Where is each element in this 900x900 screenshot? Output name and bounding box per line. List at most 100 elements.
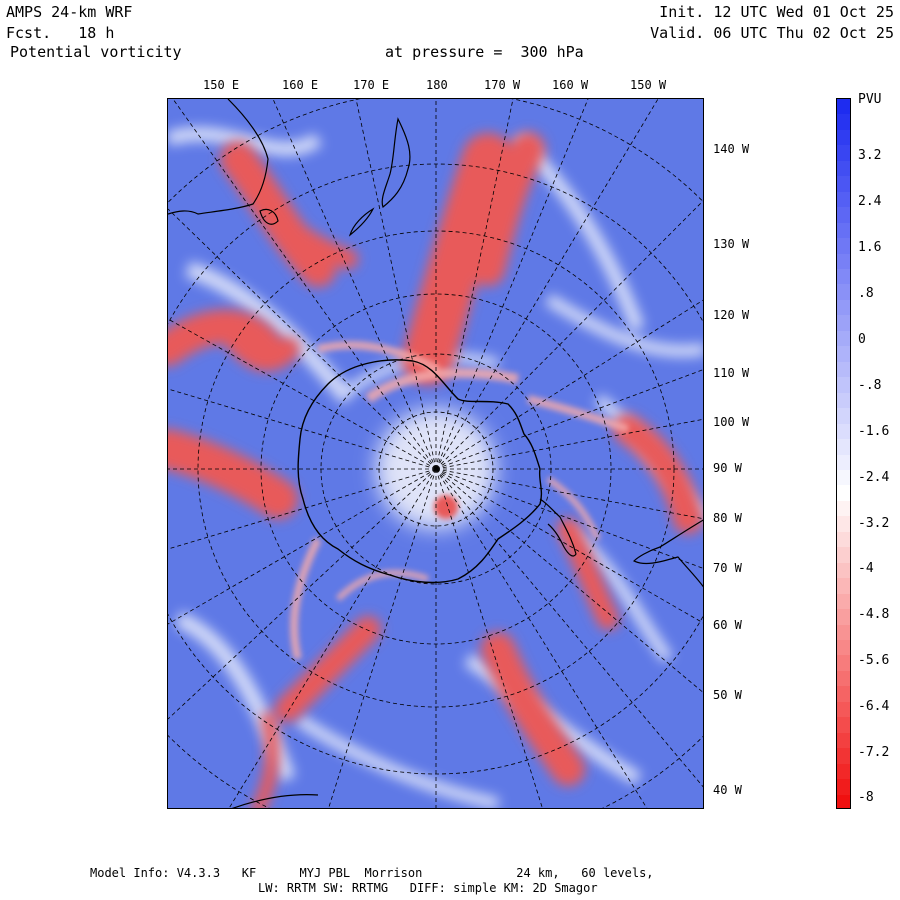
colorbar-segment — [837, 547, 850, 564]
pv-colorbar — [836, 98, 851, 809]
colorbar-segment — [837, 439, 850, 455]
lon-label-right: 100 W — [713, 415, 750, 429]
colorbar-label: -1.6 — [858, 424, 890, 439]
colorbar-segment — [837, 454, 850, 471]
colorbar-label: 2.4 — [858, 194, 882, 209]
valid-time: Valid. 06 UTC Thu 02 Oct 25 — [650, 24, 894, 42]
lon-label-top: 160 W — [552, 78, 589, 92]
lon-label-top: 160 E — [282, 78, 319, 92]
colorbar-unit: PVU — [858, 92, 882, 107]
lon-label-right: 110 W — [713, 366, 750, 380]
colorbar-segment — [837, 176, 850, 193]
colorbar-segment — [837, 593, 850, 610]
colorbar-segment — [837, 794, 850, 808]
pv-vortex-core — [434, 495, 458, 519]
south-america-coastline — [632, 519, 703, 588]
colorbar-label: 1.6 — [858, 240, 882, 255]
colorbar-segment — [837, 655, 850, 672]
antarctic-peninsula — [539, 498, 577, 557]
colorbar-segment — [837, 779, 850, 796]
lon-label-top: 180 — [426, 78, 448, 92]
colorbar-label: 3.2 — [858, 148, 882, 163]
pv-map-canvas — [168, 99, 703, 808]
lon-label-right: 70 W — [713, 561, 742, 575]
colorbar-label: -.8 — [858, 378, 882, 393]
colorbar-segment — [837, 469, 850, 486]
lon-label-right: 130 W — [713, 237, 750, 251]
colorbar-segment — [837, 346, 850, 363]
colorbar-label: -2.4 — [858, 470, 890, 485]
colorbar-segment — [837, 748, 850, 765]
lon-label-right: 90 W — [713, 461, 742, 475]
colorbar-segment — [837, 609, 850, 626]
colorbar-segment — [837, 717, 850, 734]
colorbar-segment — [837, 207, 850, 224]
colorbar-segment — [837, 238, 850, 255]
lon-label-right: 60 W — [713, 618, 742, 632]
colorbar-label: -5.6 — [858, 653, 890, 668]
africa-coastline — [231, 794, 319, 808]
colorbar-segment — [837, 408, 850, 425]
colorbar-segment — [837, 639, 850, 656]
new-zealand-south — [348, 207, 375, 237]
colorbar-segment — [837, 763, 850, 780]
lon-label-top: 170 W — [484, 78, 521, 92]
colorbar-segment — [837, 686, 850, 703]
colorbar-segment — [837, 160, 850, 177]
colorbar-segment — [837, 531, 850, 548]
init-time: Init. 12 UTC Wed 01 Oct 25 — [659, 3, 894, 21]
colorbar-label: -6.4 — [858, 699, 890, 714]
field-name: Potential vorticity — [10, 43, 182, 61]
colorbar-segment — [837, 361, 850, 378]
colorbar-segment — [837, 145, 850, 162]
colorbar-segment — [837, 299, 850, 316]
colorbar-segment — [837, 485, 850, 502]
colorbar-segment — [837, 284, 850, 301]
lon-label-right: 40 W — [713, 783, 742, 797]
pv-red-bands — [168, 132, 703, 808]
colorbar-segment — [837, 624, 850, 641]
colorbar-segment — [837, 315, 850, 332]
colorbar-segment — [837, 732, 850, 749]
lon-label-right: 120 W — [713, 308, 750, 322]
pressure-level: at pressure = 300 hPa — [385, 43, 584, 61]
lon-label-top: 150 E — [203, 78, 240, 92]
colorbar-segment — [837, 114, 850, 131]
model-info: Model Info: V4.3.3 KF MYJ PBL Morrison 2… — [90, 866, 654, 880]
colorbar-segment — [837, 222, 850, 239]
colorbar-label: -4 — [858, 561, 874, 576]
colorbar-segment — [837, 423, 850, 440]
colorbar-label: 0 — [858, 332, 866, 347]
antarctica-coastline — [297, 359, 543, 584]
colorbar-label: -3.2 — [858, 516, 890, 531]
forecast-hour: Fcst. 18 h — [6, 24, 115, 42]
colorbar-segment — [837, 129, 850, 146]
tasmania — [259, 208, 279, 225]
lon-label-top: 150 W — [630, 78, 667, 92]
colorbar-segment — [837, 500, 850, 517]
lon-label-top: 170 E — [353, 78, 390, 92]
colorbar-segment — [837, 701, 850, 718]
colorbar-segment — [837, 253, 850, 270]
model-title: AMPS 24-km WRF — [6, 3, 133, 21]
colorbar-segment — [837, 516, 850, 533]
colorbar-segment — [837, 269, 850, 285]
colorbar-label: .8 — [858, 286, 874, 301]
colorbar-segment — [837, 562, 850, 579]
colorbar-segment — [837, 392, 850, 409]
lon-label-right: 50 W — [713, 688, 742, 702]
lon-label-right: 140 W — [713, 142, 750, 156]
colorbar-segment — [837, 377, 850, 394]
physics-info: LW: RRTM SW: RRTMG DIFF: simple KM: 2D S… — [258, 881, 598, 895]
colorbar-segment — [837, 330, 850, 347]
lon-label-right: 80 W — [713, 511, 742, 525]
new-zealand — [381, 117, 411, 208]
colorbar-segment — [837, 191, 850, 208]
colorbar-label: -4.8 — [858, 607, 890, 622]
colorbar-segment — [837, 578, 850, 595]
colorbar-segment — [837, 99, 850, 115]
colorbar-label: -7.2 — [858, 745, 890, 760]
meridians — [168, 99, 703, 808]
australia-coastline — [168, 99, 269, 215]
pv-map — [167, 98, 704, 809]
